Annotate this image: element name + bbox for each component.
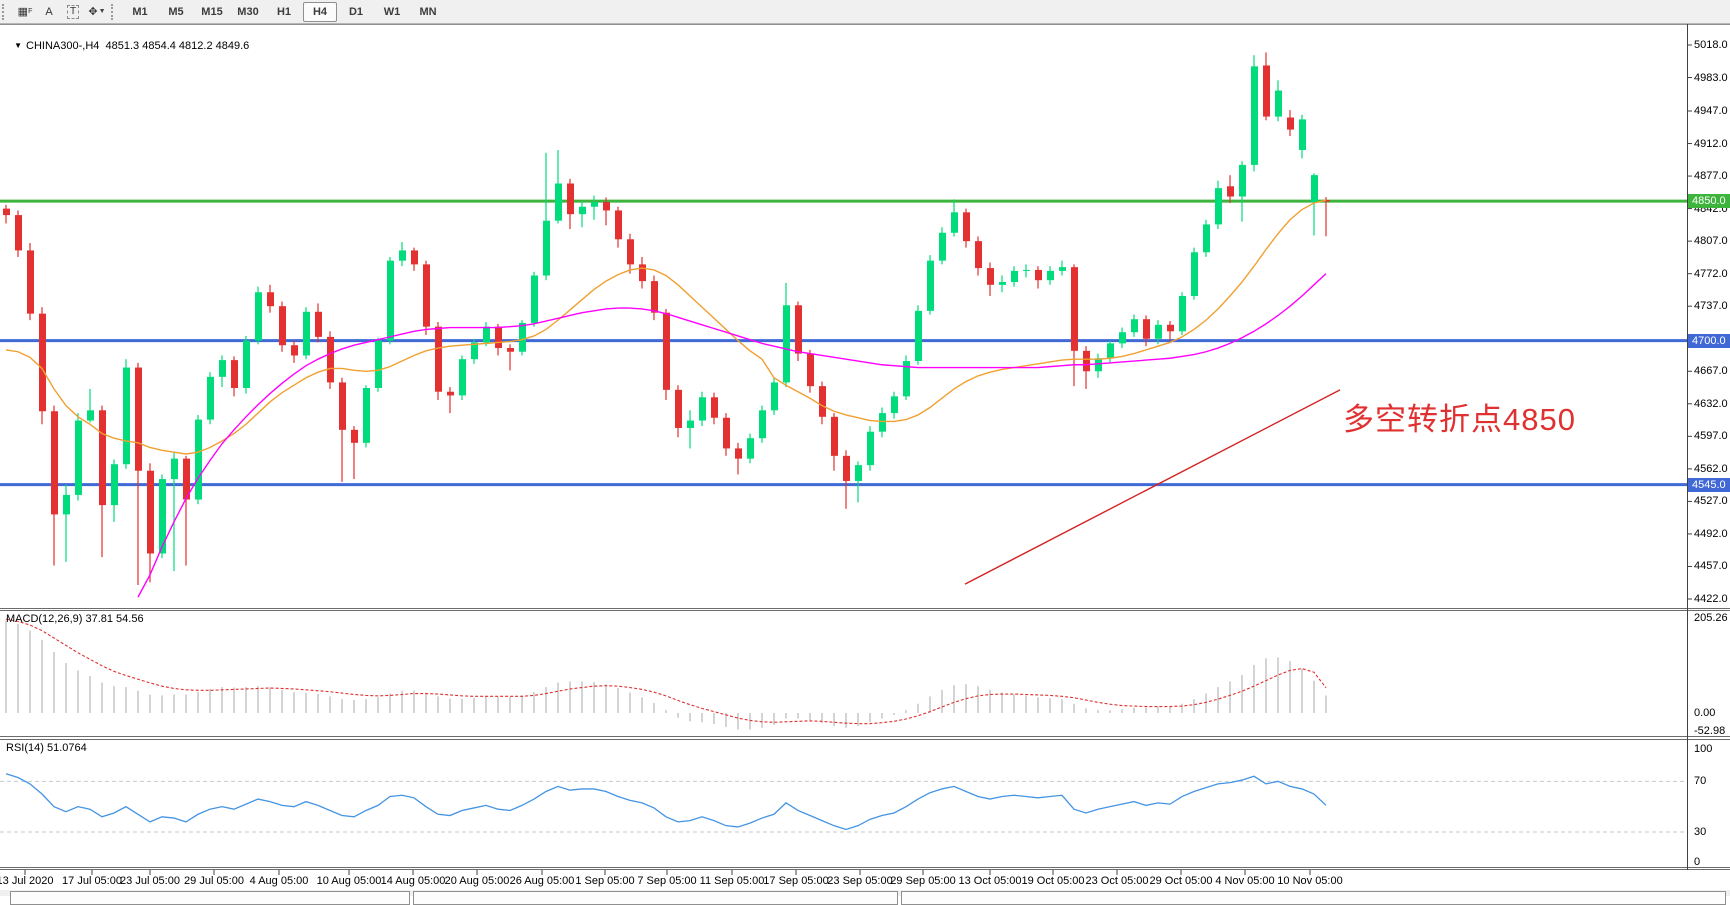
price-tick-label: 4983.0 [1694, 71, 1728, 84]
price-tick-label: 4667.0 [1694, 365, 1728, 378]
chart-tab[interactable] [10, 891, 410, 905]
price-tick-label: 4772.0 [1694, 267, 1728, 280]
date-tick-label: 7 Sep 05:00 [637, 875, 697, 887]
date-tick-label: 20 Aug 05:00 [444, 875, 510, 887]
chart-tab[interactable] [901, 891, 1726, 905]
tf-button-M30[interactable]: M30 [237, 5, 259, 18]
chart-tab[interactable] [413, 891, 898, 905]
date-tick-label: 23 Sep 05:00 [827, 875, 893, 887]
price-tick-label: 4737.0 [1694, 300, 1728, 313]
date-tick-label: 29 Jul 05:00 [184, 875, 244, 887]
toolbar: ▦ F A T ✥ ▼ M1 M5 M15 M30 H1 H4 D1 W1 MN [0, 0, 1730, 24]
toolbar-icons: ▦ F A T ✥ ▼ [13, 3, 109, 21]
tf-button-D1[interactable]: D1 [348, 5, 364, 18]
indicator-axis-label: 100 [1694, 743, 1713, 755]
date-tick-label: 23 Jul 05:00 [120, 875, 180, 887]
symbol-name: CHINA300-,H4 [26, 40, 100, 52]
chart-annotation-text[interactable]: 多空转折点4850 [1343, 402, 1576, 437]
date-tick-label: 29 Oct 05:00 [1149, 875, 1213, 887]
date-tick-label: 4 Nov 05:00 [1215, 875, 1275, 887]
text-label-icon[interactable]: A [45, 5, 53, 18]
indicator-axis-label: 205.26 [1694, 612, 1728, 624]
price-tick-label: 4807.0 [1694, 235, 1728, 248]
price-tick-label: 4947.0 [1694, 104, 1728, 117]
price-tick-label: 4457.0 [1694, 560, 1728, 573]
tf-button-W1[interactable]: W1 [383, 5, 401, 18]
date-tick-label: 1 Sep 05:00 [575, 875, 635, 887]
tf-button-M5[interactable]: M5 [168, 5, 184, 18]
date-tick-label: 29 Sep 05:00 [890, 875, 956, 887]
date-tick-label: 23 Oct 05:00 [1085, 875, 1149, 887]
date-tick-label: 10 Aug 05:00 [316, 875, 382, 887]
indicator-axis-label: -52.98 [1694, 725, 1726, 737]
price-line-badge: 4700.0 [1688, 333, 1730, 348]
indicator-axis-label: 70 [1694, 775, 1707, 787]
tf-button-M15[interactable]: M15 [201, 5, 223, 18]
date-tick-label: 4 Aug 05:00 [249, 875, 309, 887]
date-tick-label: 19 Oct 05:00 [1021, 875, 1085, 887]
price-line-badge: 4850.0 [1688, 194, 1730, 209]
price-tick-label: 4632.0 [1694, 397, 1728, 410]
toolbar-grip-2[interactable] [111, 3, 120, 20]
tf-button-MN[interactable]: MN [419, 5, 437, 18]
price-tick-label: 5018.0 [1694, 39, 1728, 51]
toolbar-grip[interactable] [2, 3, 11, 20]
timeframe-buttons: M1 M5 M15 M30 H1 H4 D1 W1 MN [122, 1, 446, 22]
date-tick-label: 10 Nov 05:00 [1277, 875, 1343, 887]
price-tick-label: 4422.0 [1694, 593, 1728, 605]
indicator-axis-label: 0.00 [1694, 707, 1716, 719]
date-tick-label: 14 Aug 05:00 [380, 875, 446, 887]
price-tick-label: 4912.0 [1694, 137, 1728, 150]
price-tick-label: 4562.0 [1694, 462, 1728, 475]
symbol-ohlc: 4851.3 4854.4 4812.2 4849.6 [105, 40, 250, 52]
tf-button-H1[interactable]: H1 [276, 5, 292, 18]
text-box-icon[interactable]: T [63, 3, 83, 21]
date-tick-label: 13 Jul 2020 [0, 875, 54, 887]
price-line-badge: 4545.0 [1688, 477, 1730, 492]
indicator-axis-label: 0 [1694, 856, 1701, 868]
price-tick-label: 4492.0 [1694, 527, 1728, 540]
tf-button-M1[interactable]: M1 [132, 5, 148, 18]
chart-symbol-title[interactable]: ▼ CHINA300-,H4 4851.3 4854.4 4812.2 4849.… [8, 28, 249, 52]
symbol-dropdown-icon[interactable]: ▼ [14, 41, 23, 50]
price-tick-label: 4597.0 [1694, 430, 1728, 443]
date-tick-label: 13 Oct 05:00 [958, 875, 1022, 887]
tf-button-H4[interactable]: H4 [303, 1, 337, 22]
date-tick-label: 26 Aug 05:00 [509, 875, 575, 887]
price-tick-label: 4877.0 [1694, 170, 1728, 183]
date-tick-label: 11 Sep 05:00 [699, 875, 765, 887]
arrows-tool-icon[interactable]: ✥ ▼ [88, 6, 106, 18]
indicator-axis-label: 30 [1694, 826, 1707, 838]
price-tick-label: 4527.0 [1694, 495, 1728, 508]
date-tick-label: 17 Sep 05:00 [763, 875, 829, 887]
chart-template-icon[interactable]: ▦ F [17, 6, 33, 18]
rsi-indicator-label: RSI(14) 51.0764 [6, 742, 87, 754]
date-tick-label: 17 Jul 05:00 [62, 875, 122, 887]
macd-indicator-label: MACD(12,26,9) 37.81 54.56 [6, 613, 144, 625]
